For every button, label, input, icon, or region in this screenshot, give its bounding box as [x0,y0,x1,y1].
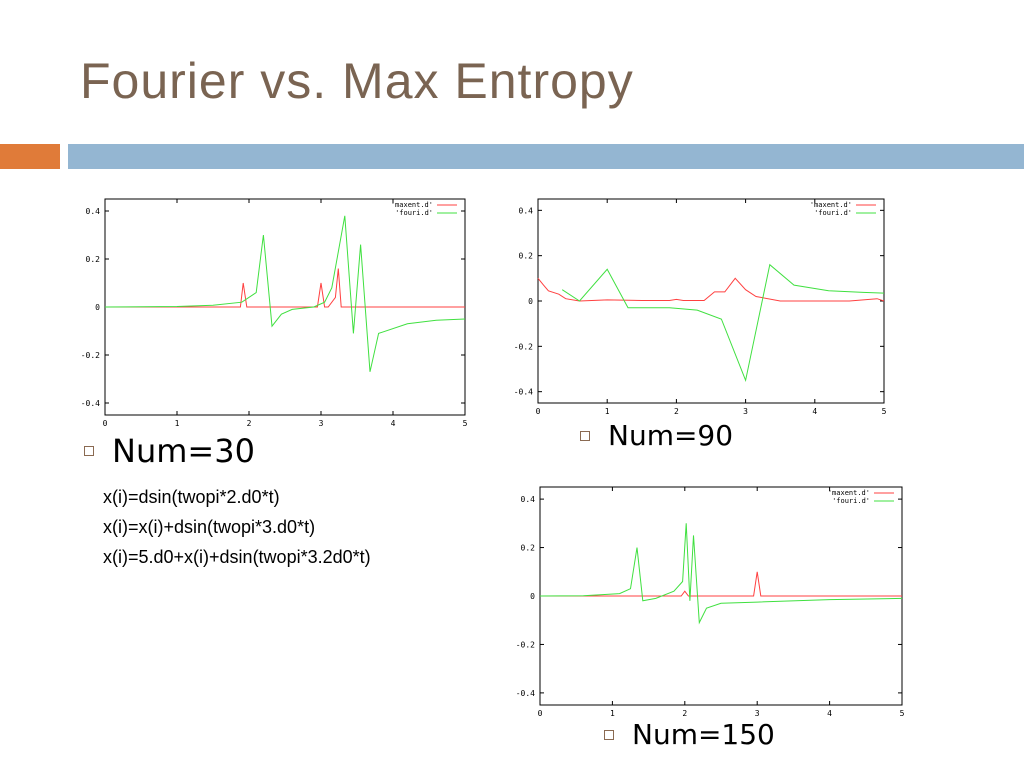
y-tick-label: -0.4 [516,689,535,698]
legend-label: 'maxent.d' [391,201,433,209]
x-tick-label: 3 [319,419,324,428]
legend-label: 'fouri.d' [832,497,870,505]
x-tick-label: 1 [610,709,615,718]
plot-num150-svg: 0.4 0.2 0 -0.2 -0.4 0 1 2 3 4 5 'maxent.d''fouri.d' [516,486,905,718]
bullet-num150: Num=150 [604,718,775,751]
y-tick-label: 0 [528,297,533,306]
x-tick-label: 0 [538,709,543,718]
x-tick-label: 2 [247,419,252,428]
x-tick-label: 0 [536,407,541,416]
bullet-square-icon [580,430,590,441]
bullet-num90: Num=90 [580,419,733,452]
y-tick-label: 0.2 [86,255,101,264]
formula-line-3: x(i)=5.d0+x(i)+dsin(twopi*3.2d0*t) [103,547,371,567]
series-line-maxent [537,277,885,302]
x-tick-label: 3 [755,709,760,718]
formula-line-2: x(i)=x(i)+dsin(twopi*3.d0*t) [103,517,316,537]
x-tick-label: 2 [682,709,687,718]
x-tick-label: 1 [175,419,180,428]
x-tick-label: 4 [812,407,817,416]
formula-line-1: x(i)=dsin(twopi*2.d0*t) [103,487,280,507]
legend-label: 'maxent.d' [810,201,852,209]
y-tick-label: -0.2 [514,342,533,351]
accent-bar-orange [0,144,60,169]
y-tick-label: 0 [530,592,535,601]
y-tick-label: 0 [95,303,100,312]
slide-title: Fourier vs. Max Entropy [80,53,634,109]
x-tick-label: 0 [103,419,108,428]
legend-label: 'fouri.d' [814,209,852,217]
y-tick-label: -0.2 [516,640,535,649]
series-line-fouri [539,523,903,625]
x-tick-label: 4 [827,709,832,718]
x-tick-label: 5 [900,709,905,718]
plot-num30-svg: 0.4 0.2 0 -0.2 -0.4 0 1 2 3 4 5 'maxent.d''fouri.d' [81,198,468,428]
y-tick-label: -0.2 [81,351,100,360]
plot-num90-svg: 0.4 0.2 0 -0.2 -0.4 0 1 2 3 4 5 'maxent.d''fouri.d' [514,198,887,416]
plot-num150: 0.4 0.2 0 -0.2 -0.4 0 1 2 3 4 5 'maxent.d''fouri.d' [508,478,918,722]
x-tick-label: 5 [463,419,468,428]
y-tick-label: 0.4 [521,495,536,504]
bullet-num150-label: Num=150 [632,718,775,751]
y-tick-label: -0.4 [81,399,100,408]
accent-bar-blue [68,144,1024,169]
x-tick-label: 4 [391,419,396,428]
y-tick-label: 0.4 [86,207,101,216]
bullet-num30-label: Num=30 [112,432,255,470]
plot-num90: 0.4 0.2 0 -0.2 -0.4 0 1 2 3 4 5 'maxent.d''fouri.d' [508,190,900,420]
y-tick-label: 0.4 [519,206,534,215]
legend-label: 'fouri.d' [395,209,433,217]
x-tick-label: 5 [882,407,887,416]
y-tick-label: 0.2 [519,252,534,261]
legend-label: 'maxent.d' [828,489,870,497]
bullet-square-icon [84,446,94,456]
y-tick-label: 0.2 [521,544,536,553]
x-tick-label: 3 [743,407,748,416]
plot-num30: 0.4 0.2 0 -0.2 -0.4 0 1 2 3 4 5 'maxent.d''fouri.d' [80,190,480,430]
bullet-num30: Num=30 [84,432,255,470]
series-line-maxent [540,571,902,597]
series-line-fouri [104,215,466,372]
x-tick-label: 2 [674,407,679,416]
bullet-num90-label: Num=90 [608,419,734,452]
series-line-fouri [561,263,885,383]
series-line-maxent [105,268,465,308]
x-tick-label: 1 [605,407,610,416]
y-tick-label: -0.4 [514,388,533,397]
bullet-square-icon [604,729,614,740]
